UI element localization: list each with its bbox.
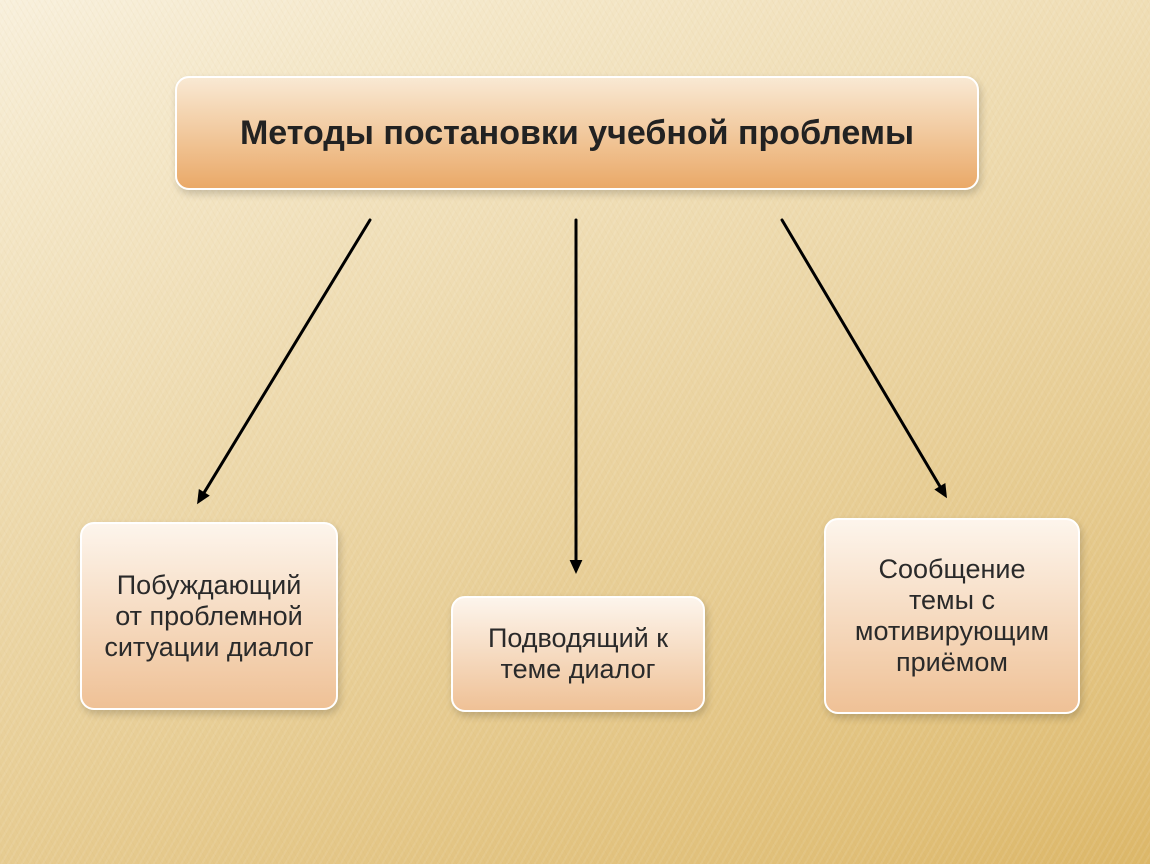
root-label: Методы постановки учебной проблемы (240, 114, 914, 153)
child-3-label: Сообщение темы с мотивирующим приёмом (848, 554, 1056, 678)
child-node-1: Побуждающий от проблемной ситуации диало… (80, 522, 338, 710)
root-node: Методы постановки учебной проблемы (175, 76, 979, 190)
child-2-label: Подводящий к теме диалог (475, 623, 681, 685)
child-node-2: Подводящий к теме диалог (451, 596, 705, 712)
child-1-label: Побуждающий от проблемной ситуации диало… (104, 570, 314, 663)
child-node-3: Сообщение темы с мотивирующим приёмом (824, 518, 1080, 714)
